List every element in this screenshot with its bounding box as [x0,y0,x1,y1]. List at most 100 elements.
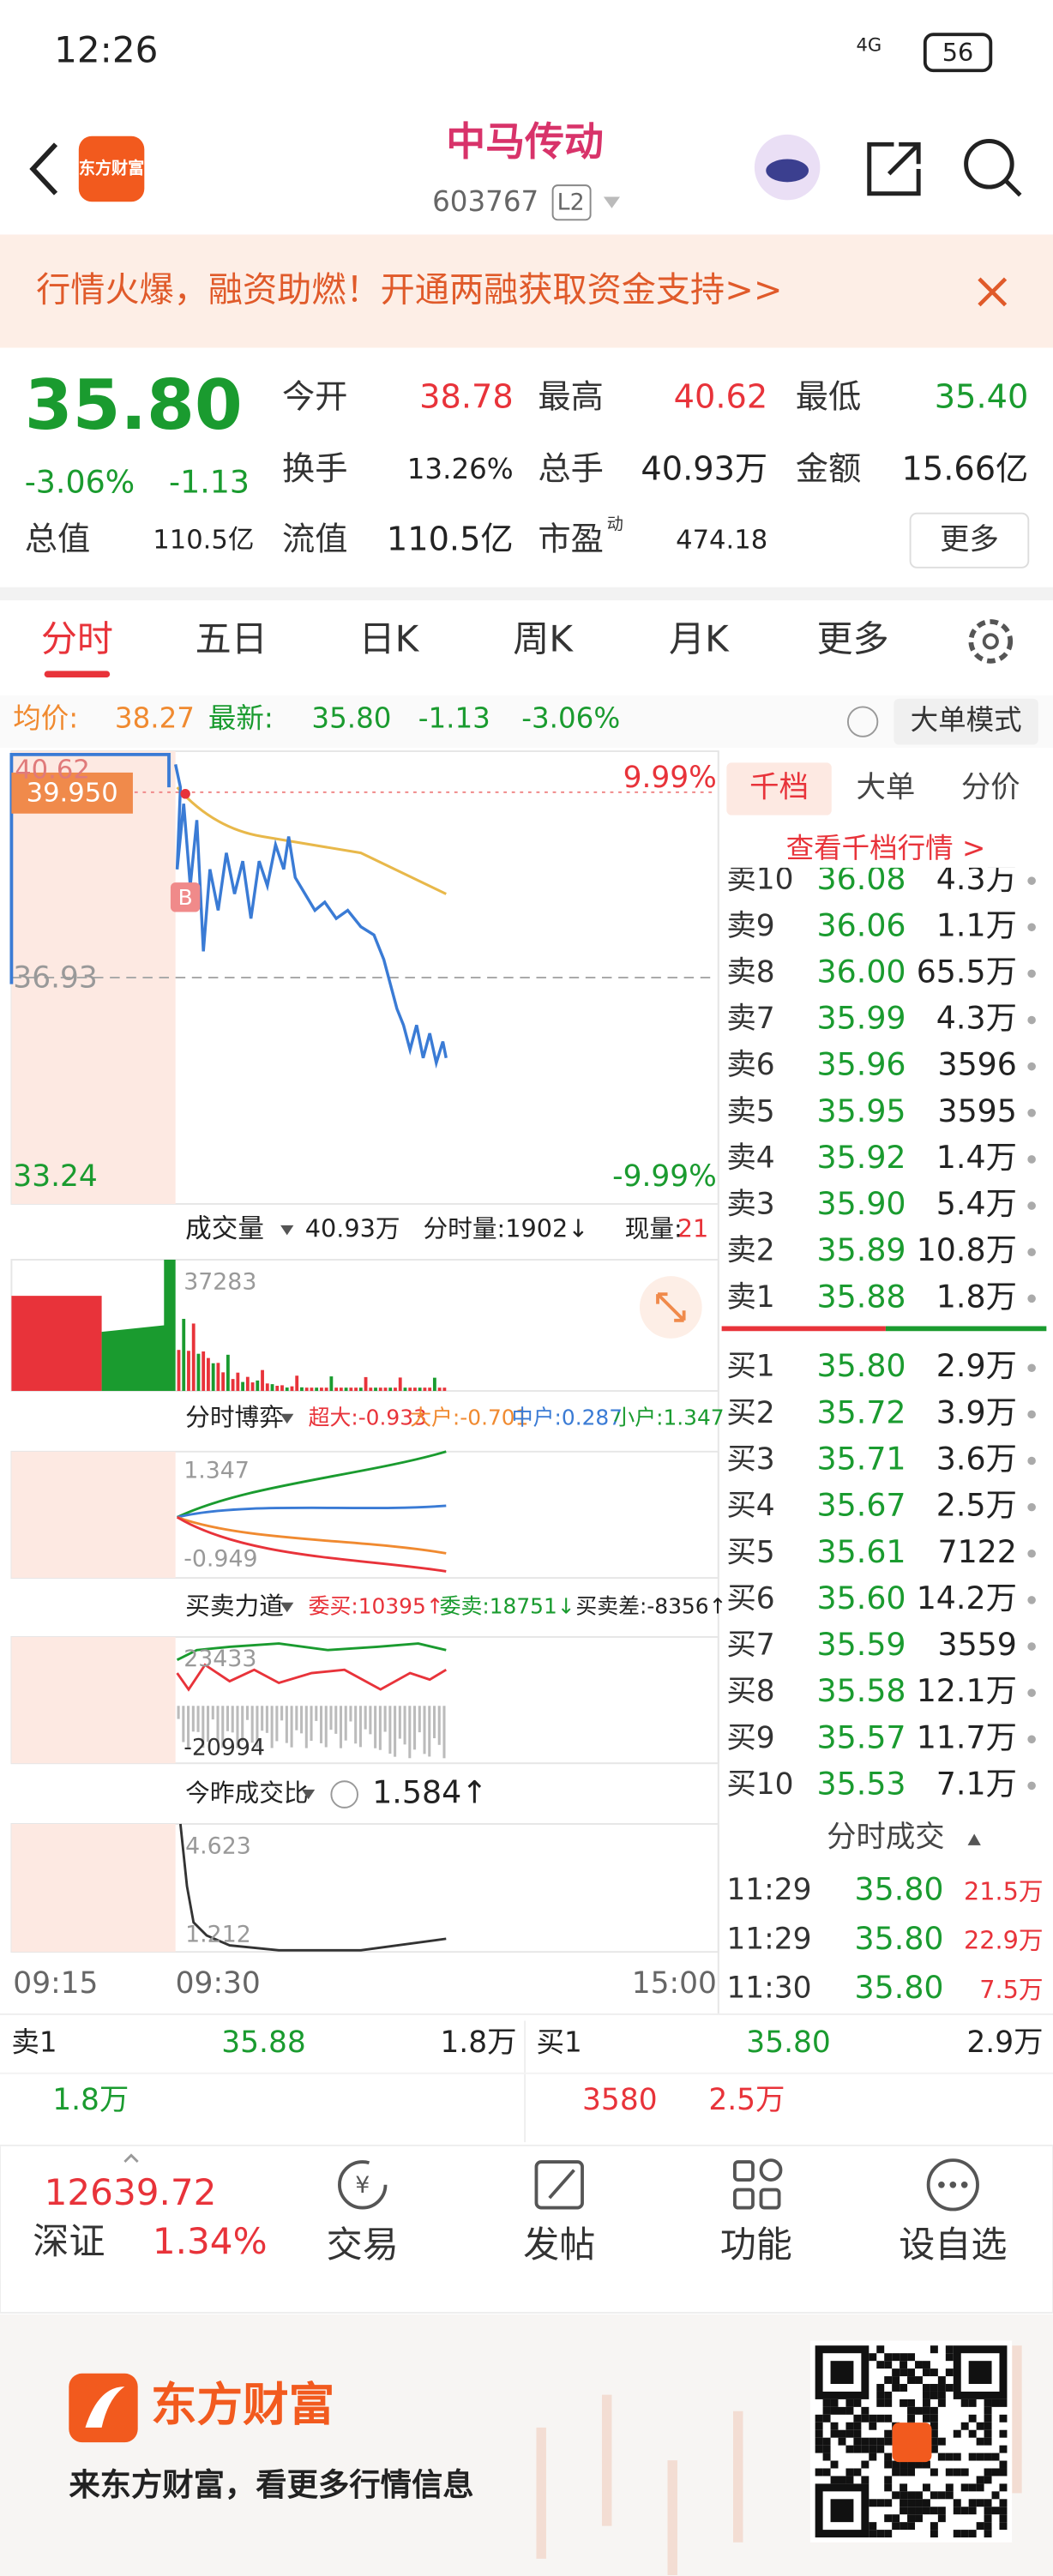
trade-icon[interactable] [338,2160,388,2210]
force-bar [383,1706,387,1732]
force-sell-line [176,1663,448,1692]
volume-bar [358,1387,363,1392]
game-title[interactable]: 分时博弈 [185,1403,284,1432]
stat-value: 474.18 [676,526,767,556]
back-icon[interactable] [29,142,58,196]
trades-title[interactable]: 分时成交 [827,1821,945,1855]
chart-tab[interactable]: 五日 [196,617,268,659]
qr-cell [861,2445,869,2453]
book-tab[interactable]: 千档 [749,771,809,805]
book-tab-active[interactable] [726,762,832,816]
force-title[interactable]: 买卖力道 [185,1592,284,1621]
stat-value: 110.5亿 [153,526,254,556]
more-label[interactable]: 更多 [940,523,999,557]
book-label: 卖4 [726,1141,774,1175]
post-icon[interactable] [534,2160,584,2210]
book-price: 35.90 [817,1185,906,1222]
force-bar [398,1706,401,1739]
up-pct-label: 9.99% [623,761,717,795]
stat-value: 13.26% [407,453,514,485]
book-dot [1027,1109,1036,1117]
chart-tab[interactable]: 更多 [817,617,889,659]
ratio-help[interactable] [330,1780,358,1809]
qr-cell [900,2507,908,2515]
qr-cell [976,2453,984,2461]
watchlist-icon[interactable] [926,2158,979,2212]
dropdown-icon [301,1789,316,1800]
share-icon[interactable] [867,141,921,196]
banner-text[interactable]: 行情火爆，融资助燃！开通两融获取资金支持>> [36,270,782,310]
auction-volume-sell [11,1296,102,1392]
code-dropdown[interactable] [603,196,621,208]
force-bar [241,1706,244,1742]
nav-item[interactable]: 交易 [327,2224,399,2266]
qr-cell [838,2437,846,2446]
volume-current-label: 现量: [625,1214,683,1243]
marker-box [11,772,133,814]
book-dot [1027,1015,1036,1025]
battery [923,33,993,73]
qr-cell [884,2414,893,2423]
game-min: -0.949 [184,1546,257,1573]
chart-tab[interactable]: 日K [358,617,419,659]
qr-cell [922,2507,930,2515]
nav-item[interactable]: 发帖 [523,2224,595,2266]
index-value[interactable]: 12639.72 [45,2171,217,2213]
game-item: 中户:0.287 [512,1405,623,1430]
qr-cell [976,2483,984,2492]
book-link[interactable]: 查看千档行情 > [786,832,986,864]
ratio-value: 1.584↑ [372,1774,487,1811]
search-icon[interactable] [964,139,1014,190]
nav-item[interactable]: 功能 [720,2224,792,2266]
more-button[interactable] [909,512,1030,569]
qr-cell [861,2476,869,2484]
banner[interactable] [0,234,1053,348]
book-price: 35.61 [817,1533,906,1570]
volume-bar [334,1387,339,1392]
status-battery: 56 [942,38,974,67]
book-label: 卖6 [726,1048,774,1082]
book-tab[interactable]: 大单 [856,771,915,805]
function-icon[interactable] [733,2158,783,2210]
chart-tab[interactable]: 月K [669,617,730,659]
qr-cell [822,2398,831,2407]
book-label: 卖2 [726,1234,774,1268]
book-tab[interactable]: 分价 [961,771,1020,805]
nav-item[interactable]: 设自选 [899,2224,1007,2266]
chart-tab[interactable]: 分时 [41,617,113,659]
mid-label: 36.93 [13,960,98,995]
volume-bar [423,1387,427,1392]
index-expand[interactable] [123,2153,139,2164]
mode-button[interactable] [894,698,1038,745]
ratio-title[interactable]: 今昨成交比 [185,1779,308,1808]
qr-cell [945,2468,954,2477]
force-buy-line [176,1642,447,1662]
qr-cell [953,2499,961,2507]
settings-icon[interactable] [968,619,1014,664]
ratio-max: 4.623 [185,1833,251,1859]
help-icon[interactable] [846,706,879,737]
trade-price: 35.80 [855,1920,944,1957]
stat-label: 最低 [796,377,862,416]
book-label: 买7 [726,1628,774,1663]
book-price: 35.95 [817,1092,906,1129]
trade-time: 11:29 [726,1873,811,1907]
banner-close[interactable] [978,277,1008,307]
stat-label: 总手 [538,449,604,488]
qr-cell [991,2398,1000,2407]
qr-cell [915,2376,923,2385]
trades-toggle[interactable] [967,1833,981,1845]
volume-bar [295,1375,299,1392]
qr-cell [930,2522,938,2531]
qr-cell [900,2368,908,2377]
force-bar [369,1706,372,1735]
volume-bar [241,1381,245,1392]
stat-value: 110.5亿 [387,521,514,559]
mode-label[interactable]: 大单模式 [911,704,1022,737]
force-bar [432,1706,436,1739]
stat-label: 市盈 [538,521,604,559]
qr-cell [830,2429,839,2438]
chart-tab[interactable]: 周K [513,617,574,659]
book-volume: 2.9万 [936,1347,1017,1384]
volume-title[interactable]: 成交量 [185,1214,264,1244]
